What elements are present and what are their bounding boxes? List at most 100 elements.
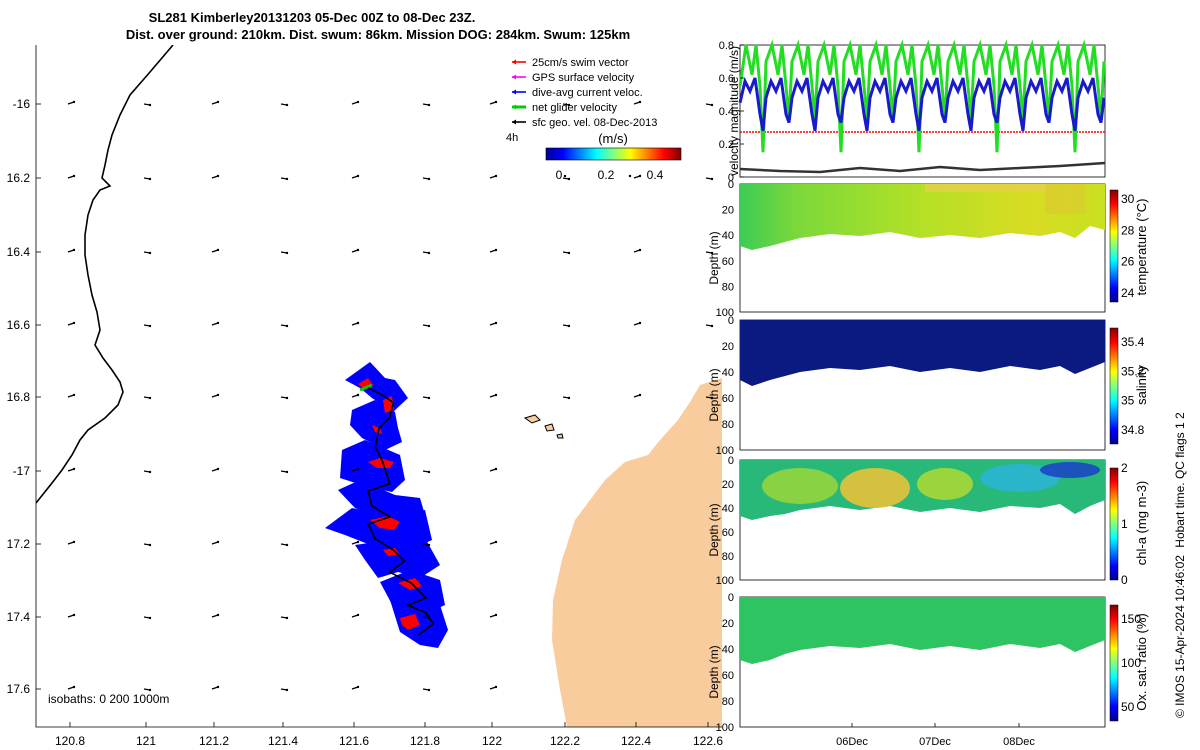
chla-panel: 0 1 2 chl-a (mg m-3) <box>739 459 1149 587</box>
depth-ticks: 0 20 40 60 80 100 Depth (m) 0 20 40 60 80 100 Depth (… <box>707 179 734 734</box>
colorbar-tick-label: 0.4 <box>647 168 664 182</box>
velocity-arrowhead <box>356 467 360 471</box>
date-tick-label: 07Dec <box>919 736 951 748</box>
island <box>523 414 541 424</box>
depth-tick-label: 80 <box>722 696 734 708</box>
velocity-ytick: 0.4 <box>719 106 734 118</box>
lon-tick-label: 121.4 <box>268 734 298 748</box>
title-line-2: Dist. over ground: 210km. Dist. swum: 86… <box>126 27 630 42</box>
lat-tick-label: -16 <box>13 97 31 111</box>
velocity-arrowhead <box>216 174 220 178</box>
date-ticks: 06Dec 07Dec 08Dec <box>836 723 1035 748</box>
lon-tick-label: 122.4 <box>621 734 651 748</box>
lon-tick-label: 122 <box>482 734 502 748</box>
depth-tick-label: 0 <box>728 315 734 327</box>
velocity-arrowhead <box>356 248 360 252</box>
chla-patch <box>762 468 838 504</box>
velocity-arrowhead <box>427 543 431 547</box>
velocity-arrowhead <box>356 321 360 325</box>
velocity-arrowhead <box>216 248 220 252</box>
velocity-arrowhead <box>567 177 571 181</box>
salinity-panel: 34.8 35 35.2 35.4 salinity <box>739 319 1149 451</box>
salinity-colorbar <box>1109 327 1119 445</box>
velocity-arrowhead <box>148 324 152 328</box>
lon-tick-label: 121 <box>136 734 156 748</box>
colorbar-dot <box>628 174 632 178</box>
velocity-arrowhead <box>638 321 642 325</box>
colorbar-tick: 100 <box>1121 656 1141 670</box>
glider-track <box>367 387 435 636</box>
velocity-arrowhead <box>494 685 498 689</box>
velocity-arrowhead <box>148 103 152 107</box>
chla-colorbar <box>1109 467 1119 581</box>
depth-tick-label: 60 <box>722 527 734 539</box>
colorbar-tick: 35.4 <box>1121 335 1145 349</box>
depth-tick-label: 40 <box>722 367 734 379</box>
colorbar-tick-label: 0.2 <box>598 168 615 182</box>
salinity-label: salinity <box>1134 365 1149 405</box>
lat-tick-label: 17.6 <box>7 682 31 696</box>
velocity-arrowhead <box>494 613 498 617</box>
colorbar-tick: 35 <box>1121 394 1135 408</box>
velocity-arrowhead <box>710 177 714 181</box>
depth-tick-label: 0 <box>728 455 734 467</box>
dive-avg-current-series <box>738 76 1106 132</box>
net-glider-velocity-arrow <box>359 383 373 392</box>
velocity-arrowhead <box>567 396 571 400</box>
surface-velocity-arrows <box>67 100 714 692</box>
velocity-arrowhead <box>638 248 642 252</box>
velocity-arrowhead <box>567 103 571 107</box>
velocity-arrowhead <box>72 613 76 617</box>
temperature-warm-top <box>925 184 1045 192</box>
velocity-arrowhead <box>72 467 76 471</box>
velocity-arrowhead <box>216 393 220 397</box>
depth-tick-label: 60 <box>722 670 734 682</box>
velocity-ytick: 0 <box>728 172 734 184</box>
velocity-arrowhead <box>285 396 289 400</box>
velocity-arrowhead <box>356 613 360 617</box>
velocity-arrowhead <box>427 103 431 107</box>
velocity-arrowhead <box>216 467 220 471</box>
velocity-arrowhead <box>427 688 431 692</box>
velocity-arrowhead <box>216 100 220 104</box>
lon-tick-label: 121.6 <box>339 734 369 748</box>
depth-tick-label: 80 <box>722 419 734 431</box>
depth-tick-label: 100 <box>716 307 734 319</box>
temperature-section <box>740 184 1105 250</box>
map-axes <box>35 45 722 728</box>
date-tick-label: 08Dec <box>1003 736 1035 748</box>
depth-tick-label: 80 <box>722 281 734 293</box>
temperature-warm-patch <box>1045 184 1085 214</box>
chla-patch <box>917 468 973 500</box>
velocity-arrowhead <box>494 248 498 252</box>
oxygen-section <box>740 597 1105 664</box>
lat-tick-label: 17.2 <box>7 537 31 551</box>
depth-ylabel: Depth (m) <box>707 645 721 698</box>
title-line-1: SL281 Kimberley20131203 05-Dec 00Z to 08… <box>149 10 476 25</box>
depth-tick-label: 20 <box>722 618 734 630</box>
velocity-arrowhead <box>285 324 289 328</box>
land-mass <box>552 378 722 727</box>
depth-tick-label: 20 <box>722 479 734 491</box>
legend-item-label: sfc geo. vel. 08-Dec-2013 <box>532 117 657 129</box>
velocity-arrowhead <box>427 470 431 474</box>
velocity-ylabel: velocity magnitude (m/s) <box>727 46 741 176</box>
velocity-arrowhead <box>567 324 571 328</box>
legend-arrowhead <box>512 104 516 110</box>
velocity-arrowhead <box>356 685 360 689</box>
colorbar-tick: 150 <box>1121 612 1141 626</box>
legend-arrowhead <box>512 119 516 125</box>
depth-tick-label: 40 <box>722 503 734 515</box>
velocity-arrowhead <box>216 685 220 689</box>
qc-note: Hobart time. QC flags 1 2 <box>1173 412 1187 548</box>
velocity-arrowhead <box>356 540 360 544</box>
velocity-arrowhead <box>285 103 289 107</box>
legend-arrowhead <box>512 59 516 65</box>
velocity-arrowhead <box>148 543 152 547</box>
colorbar-tick: 28 <box>1121 223 1135 237</box>
depth-tick-label: 20 <box>722 341 734 353</box>
velocity-arrowhead <box>285 543 289 547</box>
chla-patch <box>1040 462 1100 478</box>
depth-tick-label: 100 <box>716 722 734 734</box>
velocity-arrowhead <box>148 616 152 620</box>
